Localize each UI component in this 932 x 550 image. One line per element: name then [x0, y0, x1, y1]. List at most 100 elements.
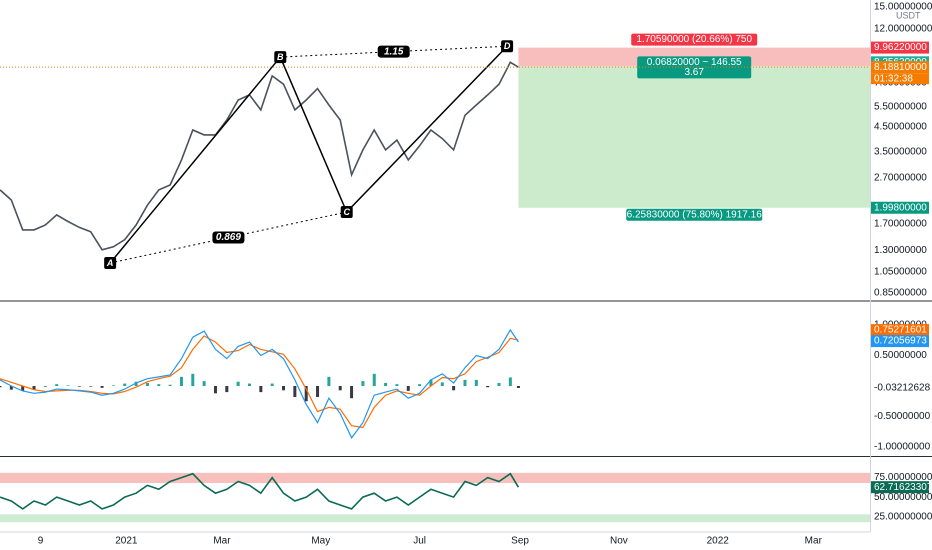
histogram-bar — [293, 386, 297, 397]
histogram-bar — [145, 382, 149, 387]
countdown: 01:32:38 — [874, 73, 913, 84]
histogram-bar — [21, 386, 25, 391]
histogram-bar — [338, 386, 342, 391]
histogram-bar — [157, 384, 161, 387]
price-label: 62.71623307 — [874, 482, 932, 493]
price-label-bg — [871, 481, 929, 494]
stop-text: 1.70590000 (20.66%) 750 — [636, 34, 752, 45]
histogram-bar — [191, 373, 195, 387]
price-label: 8.18810000 — [874, 62, 927, 73]
histogram-bar — [43, 386, 47, 387]
ratio-text: 0.869 — [216, 232, 241, 243]
histogram-bar — [395, 384, 399, 387]
histogram-bar — [168, 384, 172, 387]
y-tick-label: -1.00000000 — [874, 442, 931, 453]
band — [0, 514, 870, 523]
histogram-bar — [247, 383, 251, 387]
pattern-point-label: C — [343, 207, 350, 217]
histogram-bar — [225, 386, 229, 393]
histogram-bar — [123, 383, 127, 387]
pattern-leg — [346, 45, 508, 213]
price-line — [0, 61, 519, 251]
target-text: 6.25830000 (75.80%) 1917.16 — [627, 209, 763, 220]
histogram-bar — [236, 381, 240, 387]
x-tick-label: Mar — [805, 536, 823, 547]
y-tick-label: 15.00000000 — [874, 1, 932, 12]
x-tick-label: 9 — [38, 536, 44, 547]
x-tick-label: Sep — [511, 536, 529, 547]
x-tick-label: 2021 — [115, 536, 138, 547]
y-tick-label: 2.70000000 — [874, 172, 927, 183]
y-tick-label: 1.30000000 — [874, 245, 927, 256]
y-tick-label: 1.05000000 — [874, 267, 927, 278]
y-tick-label: 0.85000000 — [874, 288, 927, 299]
pattern-leg — [109, 56, 281, 264]
histogram-bar — [77, 386, 81, 387]
price-label-bg — [871, 41, 929, 54]
price-label: 0.75271601 — [874, 325, 927, 336]
histogram-bar — [32, 386, 36, 390]
price-label-bg — [871, 61, 929, 74]
x-tick-label: May — [311, 536, 330, 547]
histogram-bar — [270, 383, 274, 387]
entry-tag — [637, 56, 752, 79]
target-zone — [518, 66, 870, 208]
price-label: 1.99800000 — [874, 202, 927, 213]
x-tick-label: Nov — [610, 536, 628, 547]
price-label: 9.96220000 — [874, 42, 927, 53]
y-tick-label: 3.50000000 — [874, 147, 927, 158]
histogram-bar — [202, 381, 206, 387]
histogram-bar — [406, 386, 410, 391]
y-tick-label: -0.50000000 — [874, 411, 931, 422]
price-line — [0, 472, 520, 510]
histogram-bar — [9, 386, 13, 390]
histogram-bar — [259, 386, 263, 393]
y-tick-label: 25.00000000 — [874, 511, 932, 522]
histogram-bar — [361, 381, 365, 387]
entry-text: 0.06820000 ~ 146.55 — [647, 57, 742, 68]
y-tick-label: 75.00000000 — [874, 472, 932, 483]
price-label: 0.72056973 — [874, 336, 927, 347]
x-tick-label: 2022 — [707, 536, 730, 547]
ratio-tag — [377, 45, 410, 58]
y-tick-label: 1.70000000 — [874, 219, 927, 230]
pattern-point — [274, 51, 287, 64]
pattern-point-label: B — [277, 52, 284, 62]
stop-tag — [631, 33, 758, 46]
histogram-bar — [497, 382, 501, 387]
histogram-bar — [304, 386, 308, 402]
target-tag — [626, 208, 763, 221]
y-tick-label: 0.50000000 — [874, 350, 927, 361]
pattern-point-label: A — [106, 258, 114, 268]
pattern-point-label: D — [504, 41, 511, 51]
y-tick-label: 50.00000000 — [874, 492, 932, 503]
histogram-bar — [282, 386, 286, 391]
histogram-bar — [418, 384, 422, 387]
histogram-bar — [100, 386, 104, 388]
pattern-leg — [279, 56, 348, 213]
histogram-bar — [452, 386, 456, 391]
price-label-bg — [871, 201, 929, 214]
histogram-bar — [474, 379, 478, 387]
histogram-bar — [179, 376, 183, 387]
ratio-tag — [212, 231, 245, 244]
histogram-bar — [316, 386, 320, 397]
histogram-bar — [440, 382, 444, 387]
histogram-bar — [55, 384, 59, 387]
y-tick-label: 12.00000000 — [874, 24, 932, 35]
histogram-bar — [516, 386, 520, 388]
x-tick-label: Mar — [213, 536, 231, 547]
histogram-bar — [66, 385, 70, 387]
price-label-bg — [871, 335, 929, 348]
histogram-bar — [384, 382, 388, 387]
y-tick-label: 5.50000000 — [874, 101, 927, 112]
macd-line — [0, 328, 519, 440]
histogram-bar — [372, 373, 376, 387]
pattern-point — [340, 205, 353, 218]
pattern-point — [104, 256, 117, 269]
histogram-bar — [508, 377, 512, 387]
entry-subtext: 3.67 — [684, 67, 704, 78]
currency-label: USDT — [896, 10, 921, 20]
histogram-bar — [0, 386, 2, 388]
band — [0, 472, 870, 484]
